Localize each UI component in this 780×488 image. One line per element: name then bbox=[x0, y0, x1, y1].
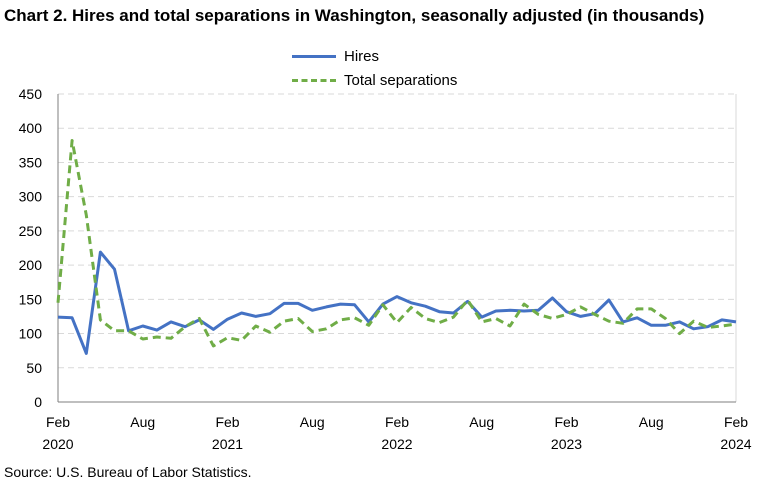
y-tick-labels: 0 50 100 150 200 250 300 350 400 450 bbox=[19, 86, 43, 410]
x-tick-label-month: Aug bbox=[469, 414, 494, 430]
y-tick-label: 350 bbox=[19, 154, 43, 170]
legend-separations-swatch bbox=[292, 78, 336, 82]
x-tick-label-month: Feb bbox=[215, 414, 239, 430]
y-tick-label: 150 bbox=[19, 291, 43, 307]
y-tick-label: 100 bbox=[19, 326, 43, 342]
y-tick-label: 250 bbox=[19, 223, 43, 239]
x-tick-label-year: 2022 bbox=[381, 436, 412, 452]
y-tick-label: 400 bbox=[19, 120, 43, 136]
y-tick-label: 50 bbox=[26, 360, 42, 376]
y-tick-label: 200 bbox=[19, 257, 43, 273]
y-tick-label: 0 bbox=[34, 394, 42, 410]
x-tick-label-year: 2024 bbox=[720, 436, 751, 452]
chart-title: Chart 2. Hires and total separations in … bbox=[4, 6, 705, 25]
axes bbox=[57, 94, 737, 403]
x-tick-label-month: Feb bbox=[724, 414, 748, 430]
y-tick-label: 300 bbox=[19, 189, 43, 205]
x-tick-label-month: Aug bbox=[300, 414, 325, 430]
legend-hires-label: Hires bbox=[344, 47, 380, 65]
x-tick-label-month: Feb bbox=[554, 414, 578, 430]
legend-hires-swatch bbox=[292, 54, 336, 58]
x-tick-label-month: Aug bbox=[639, 414, 664, 430]
legend-separations-label: Total separations bbox=[344, 71, 458, 89]
series-line-total-separations bbox=[56, 139, 737, 348]
x-tick-label-year: 2021 bbox=[212, 436, 243, 452]
source-note: Source: U.S. Bureau of Labor Statistics. bbox=[4, 464, 252, 480]
x-tick-labels: Feb 2020 Aug Feb 2021 Aug Feb 2022 Aug Feb 2023 Aug… bbox=[42, 414, 751, 452]
x-tick-label-month: Aug bbox=[130, 414, 155, 430]
series-lines bbox=[56, 139, 737, 355]
x-tick-label-month: Feb bbox=[46, 414, 70, 430]
y-tick-label: 450 bbox=[19, 86, 43, 102]
legend-item-hires: Hires bbox=[292, 44, 457, 68]
gridlines bbox=[58, 93, 736, 369]
x-tick-label-year: 2020 bbox=[42, 436, 73, 452]
x-tick-label-month: Feb bbox=[385, 414, 409, 430]
x-tick-label-year: 2023 bbox=[551, 436, 582, 452]
legend: Hires Total separations bbox=[292, 44, 457, 92]
legend-item-total-separations: Total separations bbox=[292, 68, 457, 92]
